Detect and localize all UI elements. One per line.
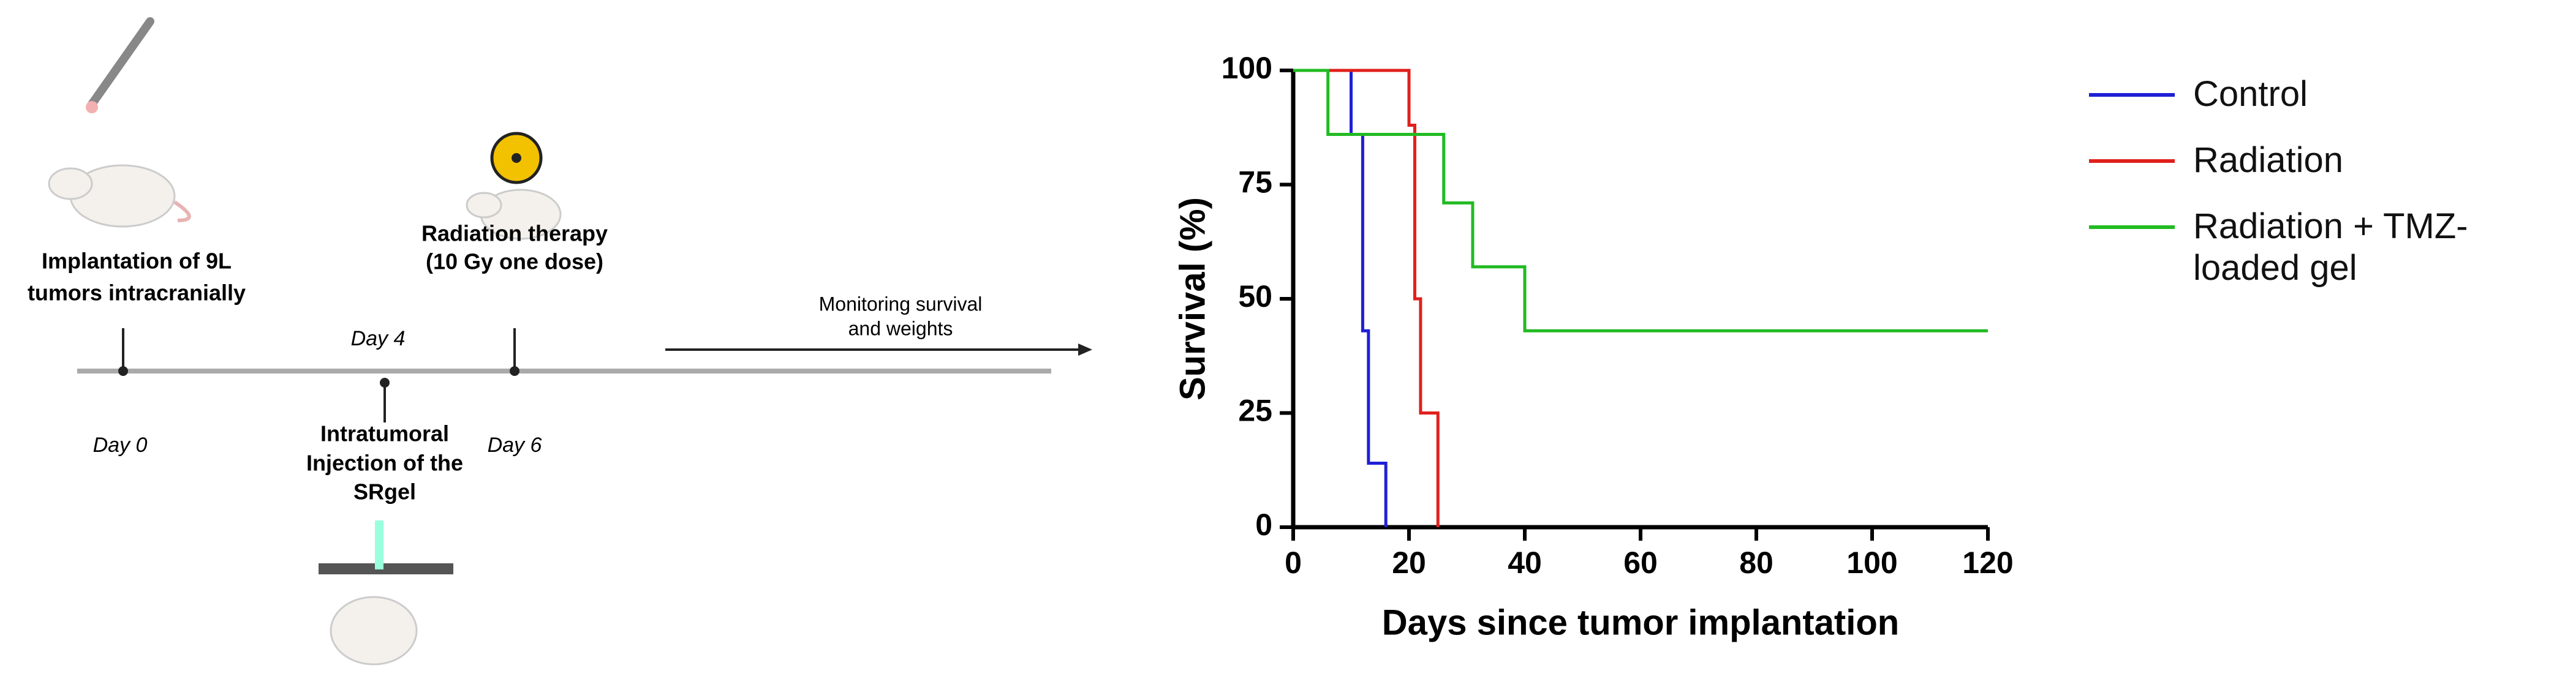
arrow-head [1078,344,1092,356]
radiation-center [512,153,521,163]
day-label: Day 6 [488,434,542,457]
x-tick-label: 120 [1962,546,2013,580]
chart: 0 25 50 75 100 0 20 40 60 80 100 120 Days since tumo… [1173,51,2013,642]
legend-item: Control [2089,73,2567,115]
legend-swatch [2089,225,2175,229]
step-label: (10 Gy one dose) [426,249,603,274]
x-axis-title: Days since tumor implantation [1382,603,1899,642]
legend-label: Radiation [2193,140,2344,180]
y-tick-label: 0 [1255,508,1272,542]
day-label: Day 0 [93,434,148,457]
step-label: tumors intracranially [28,280,246,306]
tweezers-tip [86,101,98,113]
x-tick-label: 80 [1739,546,1773,580]
legend: Control Radiation Radiation + TMZ-loaded g… [2089,73,2567,313]
step-label: Intratumoral [320,421,449,446]
day-label: Day 4 [351,327,406,350]
x-tick-label: 40 [1508,546,1542,580]
dot [380,378,390,388]
y-tick-label: 50 [1238,279,1272,313]
syringe-icon [375,520,383,569]
mouse-icon [330,596,418,666]
legend-item: Radiation + TMZ-loaded gel [2089,206,2567,289]
mouse-tail [173,200,191,222]
dot [510,366,519,376]
survival-line [1293,69,1388,527]
step-label: and weights [848,317,953,339]
y-tick-label: 100 [1222,51,1272,85]
legend-item: Radiation [2089,140,2567,181]
step-label: Monitoring survival [819,293,983,315]
legend-label: Control [2193,74,2308,114]
x-tick-label: 0 [1285,546,1302,580]
mouse-head [48,167,93,200]
step-label: Radiation therapy [421,221,608,246]
mouse-head [466,192,502,219]
x-tick-label: 100 [1846,546,1897,580]
y-tick-label: 75 [1238,165,1272,200]
dot [118,366,128,376]
survival-line [1293,69,1440,527]
legend-swatch [2089,159,2175,163]
tweezers-icon [88,17,154,108]
step-label: Injection of the [306,451,463,476]
stereotax-icon [319,563,453,574]
step-label: SRgel [353,479,416,505]
legend-swatch [2089,93,2175,97]
y-axis-title: Survival (%) [1173,197,1212,400]
step-label: Implantation of 9L [42,249,232,274]
x-tick-label: 60 [1623,546,1658,580]
x-tick-label: 20 [1392,546,1426,580]
legend-label: Radiation + TMZ-loaded gel [2193,206,2468,288]
survival-line [1293,69,1988,332]
y-tick-label: 25 [1238,394,1272,428]
